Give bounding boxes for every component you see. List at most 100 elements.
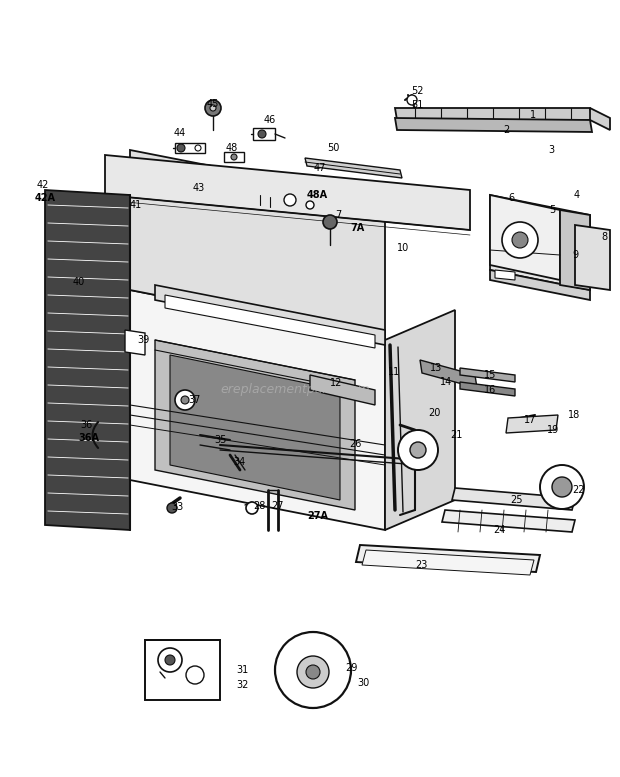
Text: 51: 51 [411, 100, 423, 110]
Polygon shape [452, 488, 575, 510]
Text: 19: 19 [547, 425, 559, 435]
Text: 9: 9 [572, 250, 578, 260]
Text: 24: 24 [493, 525, 505, 535]
Polygon shape [130, 290, 385, 530]
Polygon shape [490, 270, 590, 300]
Text: 12: 12 [330, 378, 342, 388]
Text: 50: 50 [327, 143, 339, 153]
Polygon shape [125, 330, 145, 355]
Polygon shape [575, 225, 610, 290]
Polygon shape [356, 545, 540, 572]
Circle shape [258, 130, 266, 138]
Text: 17: 17 [524, 415, 536, 425]
Circle shape [297, 656, 329, 688]
Circle shape [407, 95, 417, 105]
Circle shape [552, 477, 572, 497]
Text: 35: 35 [214, 435, 226, 445]
Text: 34: 34 [233, 457, 246, 467]
Polygon shape [395, 108, 592, 120]
Polygon shape [490, 195, 590, 290]
Text: 18: 18 [568, 410, 580, 420]
Polygon shape [305, 158, 402, 178]
Text: 42: 42 [37, 180, 50, 190]
Text: 41: 41 [130, 200, 142, 210]
Circle shape [175, 390, 195, 410]
Text: 45: 45 [207, 99, 219, 109]
Text: 27A: 27A [307, 511, 328, 521]
Circle shape [210, 105, 216, 111]
Text: 2: 2 [503, 125, 509, 135]
Polygon shape [310, 375, 375, 405]
Text: 52: 52 [411, 86, 423, 96]
Text: 42A: 42A [35, 193, 56, 203]
Text: 30: 30 [357, 678, 370, 688]
Text: 21: 21 [450, 430, 463, 440]
Text: 48: 48 [226, 143, 238, 153]
Text: 26: 26 [349, 439, 361, 449]
Polygon shape [145, 640, 220, 700]
Text: 29: 29 [345, 663, 357, 673]
Text: 27: 27 [271, 501, 283, 511]
Text: 31: 31 [236, 665, 248, 675]
Text: 33: 33 [171, 502, 184, 512]
Circle shape [177, 144, 185, 152]
Text: 37: 37 [188, 395, 200, 405]
Text: 4: 4 [574, 190, 580, 200]
Polygon shape [175, 143, 205, 153]
Polygon shape [495, 270, 515, 280]
Polygon shape [442, 510, 575, 532]
Polygon shape [590, 108, 610, 130]
Text: 39: 39 [137, 335, 149, 345]
Polygon shape [560, 210, 590, 290]
Text: 13: 13 [430, 363, 442, 373]
Polygon shape [155, 285, 385, 345]
Text: 28: 28 [253, 501, 265, 511]
Polygon shape [224, 152, 244, 162]
Text: 7: 7 [335, 210, 341, 220]
Circle shape [540, 465, 584, 509]
Polygon shape [45, 190, 130, 530]
Circle shape [205, 100, 221, 116]
Text: 23: 23 [415, 560, 427, 570]
Circle shape [275, 632, 351, 708]
Polygon shape [460, 368, 515, 382]
Text: 36A: 36A [78, 433, 99, 443]
Circle shape [284, 194, 296, 206]
Text: 3: 3 [548, 145, 554, 155]
Text: 40: 40 [73, 277, 86, 287]
Text: 22: 22 [572, 485, 585, 495]
Polygon shape [362, 550, 534, 575]
Text: 14: 14 [440, 377, 452, 387]
Polygon shape [165, 295, 375, 348]
Circle shape [186, 666, 204, 684]
Circle shape [167, 503, 177, 513]
Circle shape [231, 154, 237, 160]
Polygon shape [395, 118, 592, 132]
Polygon shape [385, 310, 455, 530]
Polygon shape [506, 415, 558, 433]
Text: 5: 5 [549, 205, 556, 215]
Polygon shape [105, 155, 470, 230]
Text: 15: 15 [484, 370, 497, 380]
Text: 25: 25 [510, 495, 523, 505]
Circle shape [410, 442, 426, 458]
Text: 16: 16 [484, 385, 496, 395]
Text: 32: 32 [236, 680, 249, 690]
Text: 47: 47 [314, 163, 326, 173]
Circle shape [195, 145, 201, 151]
Text: 48A: 48A [307, 190, 328, 200]
Text: 1: 1 [530, 110, 536, 120]
Circle shape [398, 430, 438, 470]
Circle shape [512, 232, 528, 248]
Circle shape [502, 222, 538, 258]
Text: 44: 44 [174, 128, 186, 138]
Text: 10: 10 [397, 243, 409, 253]
Circle shape [181, 396, 189, 404]
Circle shape [306, 665, 320, 679]
Polygon shape [170, 355, 340, 500]
Text: 7A: 7A [350, 223, 365, 233]
Polygon shape [490, 195, 560, 280]
Text: 6: 6 [508, 193, 514, 203]
Text: 36: 36 [80, 420, 92, 430]
Text: 8: 8 [601, 232, 607, 242]
